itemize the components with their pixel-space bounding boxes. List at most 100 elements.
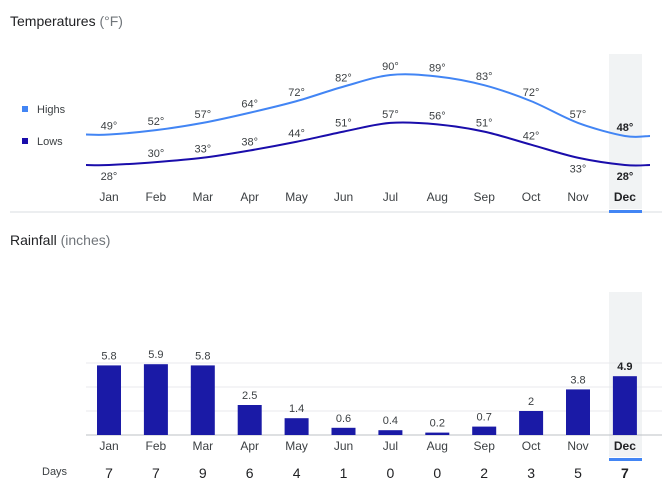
rainfall-bar-jul: [378, 430, 403, 435]
rainy-days-mar: 9: [199, 465, 207, 481]
rainfall-value-may: 1.4: [289, 403, 304, 415]
lows-label-may: 44°: [288, 128, 305, 140]
rainfall-unit: (inches): [60, 232, 111, 248]
rainfall-month-nov: Nov: [567, 439, 588, 453]
lows-label-aug: 56°: [429, 110, 446, 122]
lows-label-oct: 42°: [523, 131, 540, 143]
rainfall-bar-may: [284, 418, 309, 435]
lows-label-jun: 51°: [335, 118, 352, 130]
highs-label-jan: 49°: [101, 121, 118, 133]
legend-lows-label: Lows: [37, 136, 63, 148]
temperature-month-apr: Apr: [240, 190, 259, 204]
rainfall-bar-jun: [331, 427, 356, 435]
highs-label-aug: 89°: [429, 62, 446, 74]
temperature-month-sep: Sep: [474, 190, 496, 204]
lows-line: [85, 121, 651, 167]
lows-label-mar: 33°: [194, 144, 211, 156]
temperature-month-aug: Aug: [427, 190, 448, 204]
rainfall-bar-nov: [566, 389, 590, 435]
highs-label-sep: 83°: [476, 71, 493, 83]
rainfall-month-sep: Sep: [474, 439, 496, 453]
legend-highs-label: Highs: [37, 104, 66, 116]
rainfall-month-feb: Feb: [146, 439, 167, 453]
rainfall-bar-feb: [143, 364, 168, 435]
temperature-month-dec: Dec: [614, 190, 636, 204]
rainy-days-jul: 0: [387, 465, 395, 481]
rainy-days-jan: 7: [105, 465, 113, 481]
temperatures-title-text: Temperatures: [10, 13, 96, 29]
highs-label-apr: 64°: [241, 99, 258, 111]
lows-label-dec: 28°: [617, 171, 634, 183]
highs-label-jun: 82°: [335, 73, 352, 85]
rainfall-value-jan: 5.8: [101, 350, 116, 362]
rainfall-month-jan: Jan: [99, 439, 118, 453]
rainy-days-nov: 5: [574, 465, 582, 481]
temperature-month-nov: Nov: [567, 190, 588, 204]
rainy-days-sep: 2: [480, 465, 488, 481]
temperature-month-jul: Jul: [383, 190, 398, 204]
selected-month-underline-rainfall: [609, 458, 642, 461]
selected-month-underline-temperatures: [609, 210, 642, 213]
temperature-month-jun: Jun: [334, 190, 353, 204]
rainy-days-may: 4: [293, 465, 301, 481]
rainfall-value-sep: 0.7: [477, 412, 492, 424]
rainfall-value-jun: 0.6: [336, 413, 351, 425]
legend-lows-swatch: [22, 138, 28, 144]
lows-label-jan: 28°: [101, 171, 118, 183]
rainy-days-oct: 3: [527, 465, 535, 481]
lows-label-nov: 33°: [570, 164, 587, 176]
rainfall-value-nov: 3.8: [570, 374, 585, 386]
days-label: Days: [42, 466, 68, 478]
rainfall-month-oct: Oct: [522, 439, 541, 453]
highs-label-may: 72°: [288, 87, 305, 99]
highs-label-nov: 57°: [570, 109, 587, 121]
rainfall-value-mar: 5.8: [195, 350, 210, 362]
rainfall-bar-sep: [472, 426, 497, 435]
rainfall-month-aug: Aug: [427, 439, 448, 453]
highs-label-oct: 72°: [523, 87, 540, 99]
rainfall-value-oct: 2: [528, 396, 534, 408]
rainfall-value-aug: 0.2: [430, 418, 445, 430]
rainfall-value-jul: 0.4: [383, 415, 398, 427]
lows-label-apr: 38°: [241, 136, 258, 148]
rainfall-bar-mar: [190, 365, 215, 435]
selected-month-highlight-temperatures: [609, 54, 642, 209]
chart-marks: 49° 52° 57° 64° 72° 82° 90° 89° 83° 72° 57° 48° 28° 3…: [85, 61, 662, 481]
rainfall-month-dec: Dec: [614, 439, 636, 453]
rainfall-bar-aug: [425, 432, 450, 435]
temperatures-title: Temperatures (°F): [10, 13, 123, 29]
temperature-month-mar: Mar: [192, 190, 213, 204]
rainfall-value-apr: 2.5: [242, 390, 257, 402]
rainy-days-jun: 1: [340, 465, 348, 481]
lows-label-feb: 30°: [148, 148, 165, 160]
rainfall-bar-oct: [519, 411, 544, 435]
rainfall-month-may: May: [285, 439, 308, 453]
rainfall-bar-apr: [237, 405, 262, 435]
rainfall-month-apr: Apr: [240, 439, 259, 453]
rainy-days-feb: 7: [152, 465, 160, 481]
rainfall-month-jul: Jul: [383, 439, 398, 453]
temperature-month-feb: Feb: [146, 190, 167, 204]
highs-line: [85, 73, 651, 138]
lows-label-jul: 57°: [382, 109, 399, 121]
lows-label-sep: 51°: [476, 118, 493, 130]
temperature-month-oct: Oct: [522, 190, 541, 204]
rainfall-title: Rainfall (inches): [10, 232, 110, 248]
temperature-month-jan: Jan: [99, 190, 118, 204]
rainfall-month-jun: Jun: [334, 439, 353, 453]
temperatures-unit: (°F): [99, 13, 123, 29]
highs-label-mar: 57°: [194, 109, 211, 121]
highs-label-jul: 90°: [382, 61, 399, 73]
rainfall-month-mar: Mar: [192, 439, 213, 453]
rainfall-bar-jan: [97, 365, 121, 435]
rainfall-bar-dec: [612, 376, 637, 435]
rainfall-value-dec: 4.9: [617, 361, 632, 373]
rainfall-value-feb: 5.9: [148, 349, 163, 361]
temperature-month-may: May: [285, 190, 308, 204]
rainy-days-aug: 0: [433, 465, 441, 481]
rainfall-title-text: Rainfall: [10, 232, 57, 248]
rainy-days-dec: 7: [621, 465, 629, 481]
highs-label-feb: 52°: [148, 116, 165, 128]
highs-label-dec: 48°: [617, 122, 634, 134]
